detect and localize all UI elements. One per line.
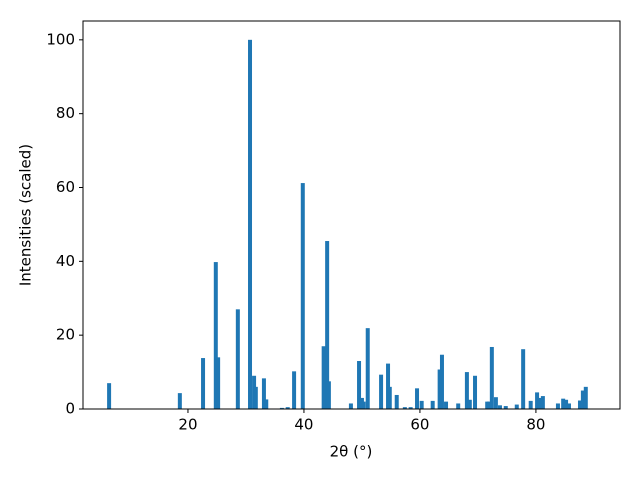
- bar: [583, 386, 588, 409]
- bar: [261, 378, 266, 409]
- bar: [408, 407, 413, 409]
- bar: [555, 403, 560, 409]
- bar: [521, 349, 526, 409]
- y-tick-label: 60: [56, 178, 75, 196]
- bar: [325, 241, 330, 409]
- bar: [561, 398, 566, 409]
- bar: [326, 381, 331, 409]
- bar: [361, 401, 366, 409]
- bar: [566, 403, 571, 409]
- bar: [285, 407, 290, 409]
- bar: [292, 371, 297, 409]
- bar: [348, 403, 353, 409]
- x-tick-label: 80: [526, 416, 545, 434]
- bar: [456, 403, 461, 409]
- bar: [365, 328, 370, 409]
- bar: [493, 397, 498, 409]
- bar: [489, 346, 494, 409]
- x-axis-label: 2θ (°): [330, 443, 373, 461]
- bar: [357, 361, 362, 409]
- y-tick-label: 80: [56, 104, 75, 122]
- bar: [535, 392, 540, 409]
- bar: [464, 372, 469, 409]
- y-tick-label: 40: [56, 252, 75, 270]
- bar: [253, 386, 258, 409]
- bar: [201, 358, 206, 409]
- bar: [473, 375, 478, 409]
- bar: [540, 396, 545, 409]
- bar: [486, 401, 491, 409]
- bar: [419, 400, 424, 409]
- y-axis-label: Intensities (scaled): [17, 144, 35, 286]
- y-tick-label: 100: [46, 30, 75, 48]
- bar: [177, 393, 182, 409]
- bar: [216, 357, 221, 409]
- bar: [279, 407, 284, 409]
- bar: [386, 363, 391, 409]
- bar: [213, 262, 218, 409]
- bar: [300, 183, 305, 409]
- bar: [439, 354, 444, 409]
- bar: [379, 374, 384, 409]
- bar: [387, 386, 392, 409]
- y-tick-label: 20: [56, 326, 75, 344]
- bar: [497, 405, 502, 409]
- bar: [580, 390, 585, 409]
- bar: [402, 407, 407, 409]
- bar: [503, 406, 508, 409]
- bar: [248, 39, 253, 409]
- bar: [394, 394, 399, 409]
- plot-frame: [82, 20, 621, 410]
- bar: [107, 383, 112, 409]
- bar: [235, 309, 240, 409]
- bar: [528, 400, 533, 409]
- bar: [564, 399, 569, 409]
- bar: [444, 401, 449, 409]
- bar: [430, 400, 435, 409]
- bar: [577, 400, 582, 409]
- x-tick-label: 40: [294, 416, 313, 434]
- x-tick-label: 60: [410, 416, 429, 434]
- bar: [415, 388, 420, 409]
- bar: [321, 346, 326, 409]
- bar: [514, 404, 519, 409]
- y-tick-label: 0: [65, 400, 75, 418]
- x-tick-label: 20: [178, 416, 197, 434]
- bar: [467, 399, 472, 409]
- bar: [437, 369, 442, 409]
- bar: [537, 397, 542, 409]
- bar: [264, 399, 269, 409]
